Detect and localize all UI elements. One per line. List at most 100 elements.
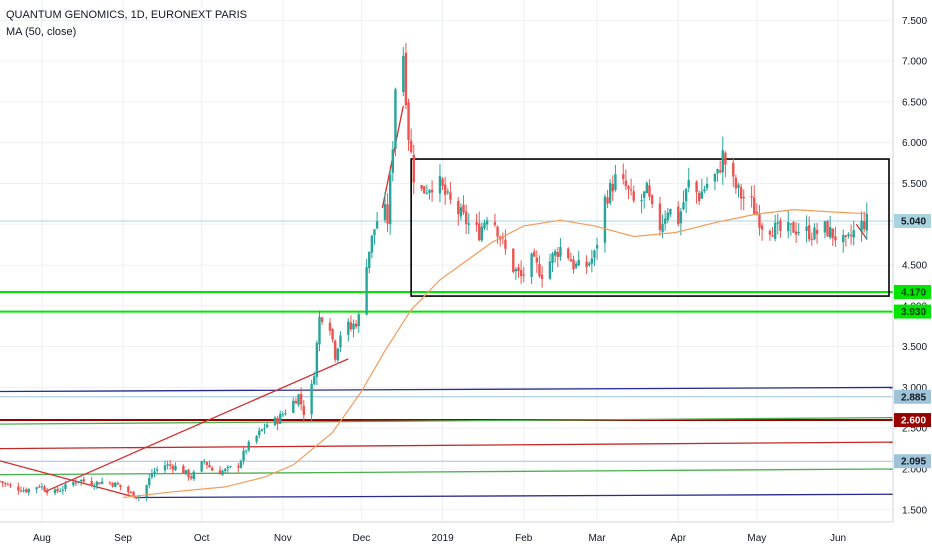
candle-body (794, 231, 798, 235)
candle-body (386, 204, 389, 224)
candle-body (548, 261, 552, 279)
candle-body (666, 212, 669, 220)
candle-body (281, 414, 285, 416)
candle-body (457, 201, 460, 215)
candle-body (760, 225, 764, 230)
candle-body (98, 482, 101, 485)
candle-body (145, 485, 148, 497)
horizontal-levels[interactable] (0, 220, 893, 462)
candle-body (755, 211, 759, 215)
moving-average-line (123, 208, 867, 499)
candle-body (388, 174, 392, 225)
price-label-box (894, 284, 931, 299)
candle-body (771, 235, 774, 237)
candle-body (221, 470, 224, 475)
y-tick-label: 1.500 (902, 505, 927, 516)
price-label-box (894, 454, 931, 469)
candle-body (695, 181, 698, 193)
candle-body (229, 466, 232, 468)
candle-body (64, 484, 67, 489)
candle-body (368, 251, 371, 269)
candle-body (703, 189, 706, 192)
candle-body (134, 497, 138, 499)
candle-body (79, 479, 83, 482)
price-label-text: 3.930 (901, 307, 926, 318)
x-tick-label: Oct (194, 533, 210, 544)
price-label-box (894, 413, 931, 428)
candle-body (449, 192, 452, 200)
candle-body (284, 413, 287, 415)
candle-body (475, 222, 478, 225)
candle-body (409, 140, 413, 153)
time-axis[interactable]: Aug Sep Oct Nov Dec 2019 Feb Mar Apr May Jun (0, 521, 932, 550)
trend-line (0, 416, 894, 425)
candle-body (383, 203, 387, 220)
candle-body (1, 481, 4, 484)
candle-body (603, 196, 607, 243)
candle-body (569, 259, 573, 262)
price-label-text: 4.170 (901, 287, 926, 298)
candle-body (650, 195, 654, 205)
candle-body (260, 429, 264, 431)
candle-body (658, 203, 662, 230)
candle-body (698, 193, 701, 201)
candle-body (59, 490, 62, 492)
candle-body (847, 233, 850, 236)
candle-body (200, 461, 203, 472)
chart-grid (0, 0, 893, 522)
y-tick-label: 7.500 (902, 16, 927, 27)
candle-body (446, 191, 450, 193)
candle-body (789, 223, 793, 225)
candle-body (294, 400, 298, 404)
candle-body (224, 469, 227, 471)
candle-body (45, 490, 49, 493)
candle-body (713, 173, 717, 182)
candle-body (553, 251, 557, 256)
y-tick-label: 5.500 (902, 179, 927, 190)
candle-body (370, 235, 374, 253)
candle-body (208, 464, 211, 468)
y-tick-label: 3.000 (902, 383, 927, 394)
range-rectangle[interactable] (410, 158, 890, 297)
candle-body (517, 267, 520, 272)
candle-body (237, 465, 240, 468)
candle-body (357, 314, 360, 327)
candle-body (464, 211, 468, 224)
candle-body (614, 174, 617, 191)
candle-body (501, 237, 505, 239)
candle-body (844, 235, 848, 237)
candle-body (279, 414, 282, 424)
candle-body (632, 191, 635, 201)
candle-body (559, 246, 562, 257)
candle-body (100, 481, 104, 484)
candle-body (74, 482, 78, 484)
candle-body (404, 52, 408, 106)
candle-body (35, 487, 38, 490)
candle-body (645, 182, 649, 194)
candle-body (428, 190, 431, 193)
candle-body (768, 230, 772, 235)
y-tick-label: 2.500 (902, 424, 927, 435)
candle-body (53, 489, 57, 494)
candle-body (412, 154, 415, 183)
candle-body (407, 102, 410, 141)
candle-body (263, 428, 266, 430)
candle-body (753, 197, 756, 214)
price-label-box (894, 304, 931, 319)
x-tick-label: Jun (830, 533, 846, 544)
candle-body (493, 222, 497, 226)
indicator-legend: MA (50, close) (6, 26, 77, 38)
trend-lines[interactable] (0, 105, 894, 499)
candle-body (687, 180, 690, 188)
candle-body (773, 222, 777, 239)
candle-body (661, 224, 664, 233)
candle-body (77, 481, 80, 483)
candle-body (22, 490, 25, 492)
candle-body (425, 192, 429, 194)
y-tick-label: 2.000 (902, 464, 927, 475)
candle-body (95, 481, 99, 486)
candle-body (352, 323, 355, 330)
x-tick-label: Apr (670, 533, 686, 544)
candle-body (758, 214, 761, 228)
